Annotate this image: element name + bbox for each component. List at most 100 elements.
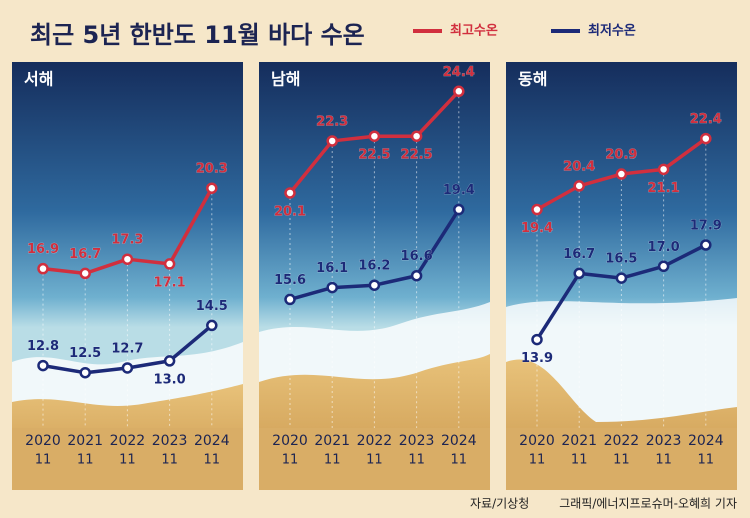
data-point [615, 168, 628, 180]
data-point [121, 362, 134, 374]
x-tick-label: 2020 [272, 433, 308, 449]
data-label: 22.5 [358, 148, 390, 163]
x-tick-sublabel: 11 [613, 453, 630, 468]
data-point [368, 130, 381, 142]
data-point [657, 163, 670, 176]
data-label: 20.1 [274, 204, 306, 219]
x-tick-label: 2022 [110, 433, 146, 449]
data-point [453, 85, 465, 98]
data-label: 22.5 [401, 148, 433, 163]
data-point [326, 135, 338, 147]
data-label: 24.4 [443, 65, 475, 80]
data-point [37, 262, 49, 275]
data-label: 17.3 [111, 233, 143, 248]
x-tick-sublabel: 11 [571, 453, 588, 468]
data-label: 16.6 [401, 249, 433, 264]
data-label: 20.9 [605, 148, 637, 163]
data-point [700, 132, 712, 145]
data-label: 20.4 [563, 159, 595, 174]
x-tick-sublabel: 11 [324, 453, 341, 468]
data-point [531, 333, 543, 346]
data-point [79, 267, 91, 280]
x-tick-sublabel: 11 [655, 453, 672, 468]
data-label: 20.3 [196, 162, 228, 177]
panel-floor [12, 428, 243, 490]
data-point [121, 253, 134, 265]
x-tick-label: 2024 [441, 433, 477, 449]
data-label: 21.1 [648, 181, 680, 196]
panel-title: 남해 [271, 70, 300, 89]
data-point [615, 272, 628, 284]
data-label: 16.1 [316, 261, 348, 276]
x-tick-sublabel: 11 [366, 453, 383, 468]
data-label: 22.3 [316, 114, 348, 129]
data-point [531, 203, 543, 216]
data-label: 19.4 [521, 221, 553, 236]
data-point [284, 293, 296, 306]
data-point [79, 366, 91, 379]
data-label: 16.7 [563, 247, 595, 262]
data-label: 13.9 [521, 351, 553, 366]
x-tick-label: 2023 [399, 433, 435, 449]
data-point [37, 359, 49, 372]
data-point [326, 281, 338, 294]
data-label: 13.0 [154, 372, 186, 387]
data-label: 17.0 [648, 240, 680, 255]
data-label: 12.8 [27, 339, 59, 354]
x-tick-sublabel: 11 [529, 453, 546, 468]
x-tick-sublabel: 11 [451, 453, 468, 468]
x-tick-label: 2020 [519, 433, 555, 449]
data-label: 16.5 [605, 252, 637, 267]
x-tick-sublabel: 11 [282, 453, 299, 468]
data-label: 17.1 [154, 275, 186, 290]
data-label: 16.7 [69, 247, 101, 262]
legend-label: 최고수온 [450, 24, 498, 39]
data-label: 19.4 [443, 183, 475, 198]
x-tick-label: 2022 [357, 433, 393, 449]
source: 자료/기상청 [470, 497, 529, 511]
x-tick-label: 2022 [604, 433, 640, 449]
panel-title: 동해 [518, 70, 547, 89]
data-point [206, 319, 218, 332]
page-title: 최근 5년 한반도 11월 바다 수온 [30, 21, 365, 49]
x-tick-sublabel: 11 [35, 453, 52, 468]
panel-floor [259, 428, 490, 490]
x-tick-sublabel: 11 [161, 453, 178, 468]
data-label: 22.4 [690, 112, 722, 127]
x-tick-sublabel: 11 [77, 453, 94, 468]
data-point [284, 187, 296, 199]
data-label: 16.2 [358, 259, 390, 274]
x-tick-sublabel: 11 [698, 453, 715, 468]
data-label: 12.5 [69, 346, 101, 361]
data-point [410, 269, 423, 282]
data-label: 17.9 [690, 219, 722, 234]
x-tick-label: 2023 [152, 433, 188, 449]
x-tick-label: 2020 [25, 433, 61, 449]
panel-floor [506, 428, 737, 490]
x-tick-label: 2023 [646, 433, 682, 449]
x-tick-label: 2021 [314, 433, 350, 449]
data-label: 14.5 [196, 299, 228, 314]
x-tick-sublabel: 11 [204, 453, 221, 468]
x-tick-sublabel: 11 [408, 453, 425, 468]
data-point [453, 203, 465, 216]
data-label: 16.9 [27, 242, 59, 257]
data-point [206, 182, 218, 194]
data-point [368, 279, 381, 291]
x-tick-label: 2021 [561, 433, 597, 449]
data-point [657, 260, 670, 273]
x-tick-label: 2024 [688, 433, 724, 449]
data-point [700, 239, 712, 251]
legend-label: 최저수온 [588, 24, 636, 39]
data-point [573, 267, 585, 280]
panel-title: 서해 [24, 70, 53, 89]
data-label: 12.7 [111, 341, 143, 356]
x-tick-label: 2024 [194, 433, 230, 449]
data-point [163, 355, 176, 367]
data-point [163, 258, 176, 270]
x-tick-sublabel: 11 [119, 453, 136, 468]
credit: 그래픽/에너지프로슈머-오혜희 기자 [559, 497, 737, 511]
x-tick-label: 2021 [67, 433, 103, 449]
data-label: 15.6 [274, 273, 306, 288]
